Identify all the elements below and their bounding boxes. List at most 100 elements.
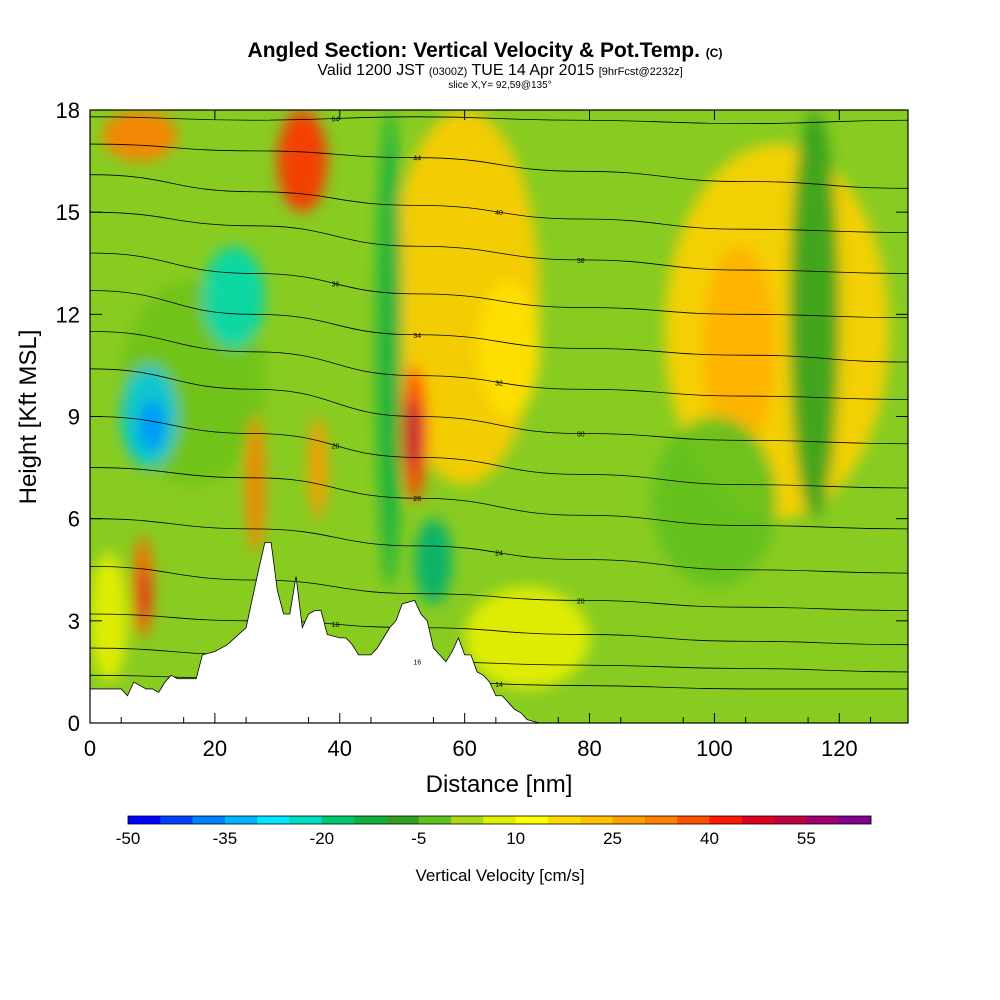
y-tick-label: 18 xyxy=(56,98,80,123)
contour-label: 24 xyxy=(495,551,503,558)
theta-contour xyxy=(90,290,908,363)
velocity-cell xyxy=(277,110,328,213)
colorbar-tick-labels: -50 -35 -20 -5 10 25 40 55 xyxy=(116,829,816,848)
y-tick-label: 6 xyxy=(68,507,80,532)
colorbar-swatch xyxy=(483,816,516,824)
colorbar-swatch xyxy=(418,816,452,824)
colorbar-swatch xyxy=(128,816,161,824)
theta-contour xyxy=(90,613,908,646)
contour-label: 38 xyxy=(577,258,585,265)
contour-label: 28 xyxy=(332,443,340,450)
contour-label: 40 xyxy=(495,210,503,217)
colorbar-tick-label: 10 xyxy=(506,829,525,848)
y-axis-label: Height [Kft MSL] xyxy=(15,330,42,505)
colorbar-swatch xyxy=(838,816,872,824)
colorbar-swatch xyxy=(257,816,290,824)
contour-label: 44 xyxy=(413,156,421,163)
x-axis: 0 20 40 60 80 100 120 xyxy=(84,110,872,761)
x-tick-label: 40 xyxy=(328,736,352,761)
contour-label: 32 xyxy=(495,380,503,387)
y-tick-label: 15 xyxy=(56,200,80,225)
theta-contour xyxy=(90,252,908,319)
contour-label: 26 xyxy=(413,496,421,503)
colorbar-swatch xyxy=(644,816,678,824)
velocity-cell xyxy=(246,416,265,553)
theta-contour xyxy=(90,416,908,489)
y-tick-label: 12 xyxy=(56,302,80,327)
colorbar-swatch xyxy=(224,816,258,824)
velocity-cell xyxy=(789,110,840,519)
x-tick-label: 20 xyxy=(203,736,227,761)
theta-contour xyxy=(90,143,908,189)
theta-contour xyxy=(90,174,908,233)
contour-label: 20 xyxy=(577,598,585,605)
y-tick-label: 3 xyxy=(68,609,80,634)
colorbar-tick-label: -50 xyxy=(116,829,141,848)
velocity-cell xyxy=(202,246,265,349)
x-tick-label: 60 xyxy=(452,736,476,761)
theta-contour xyxy=(90,518,908,574)
velocity-cell xyxy=(102,110,178,162)
velocity-cell xyxy=(651,416,777,587)
velocity-cell xyxy=(308,416,328,519)
contour-label: 30 xyxy=(577,432,585,439)
theta-contour xyxy=(90,368,908,445)
terrain-mask xyxy=(90,542,908,723)
colorbar-swatch xyxy=(547,816,581,824)
colorbar-swatch xyxy=(160,816,193,824)
chart-subtitle: Valid 1200 JST (0300Z) TUE 14 Apr 2015 [… xyxy=(317,62,682,79)
y-tick-label: 9 xyxy=(68,405,80,430)
theta-contour xyxy=(90,116,908,125)
slice-label: slice X,Y= 92,59@135° xyxy=(448,80,551,91)
colorbar-swatch xyxy=(192,816,226,824)
colorbar-tick-label: -20 xyxy=(310,829,335,848)
colorbar-swatch xyxy=(515,816,549,824)
velocity-cell xyxy=(90,552,128,683)
x-tick-label: 0 xyxy=(84,736,96,761)
pot-temp-contours xyxy=(90,116,908,690)
x-tick-label: 120 xyxy=(821,736,858,761)
velocity-cell xyxy=(414,518,453,604)
velocity-cell xyxy=(139,399,165,451)
contour-label: 34 xyxy=(413,333,421,340)
x-tick-label: 80 xyxy=(577,736,601,761)
contour-label: 14 xyxy=(495,682,503,689)
colorbar-swatch xyxy=(321,816,355,824)
theta-contour xyxy=(90,467,908,530)
velocity-cell xyxy=(377,110,403,587)
velocity-cell xyxy=(464,586,590,689)
x-tick-label: 100 xyxy=(696,736,733,761)
colorbar-swatch xyxy=(677,816,710,824)
plot-area xyxy=(90,110,908,723)
colorbar-swatch xyxy=(580,816,613,824)
colorbar-tick-label: 55 xyxy=(797,829,816,848)
colorbar-swatch xyxy=(806,816,839,824)
theta-contour xyxy=(90,330,908,400)
contour-labels: 64 44 40 38 36 34 32 30 28 26 24 20 18 16 14 xyxy=(332,117,585,689)
colorbar-tick-label: 40 xyxy=(700,829,719,848)
contour-label: 36 xyxy=(332,282,340,289)
colorbar-swatch xyxy=(451,816,484,824)
colorbar-tick-label: -35 xyxy=(213,829,238,848)
colorbar-tick-label: -5 xyxy=(411,829,426,848)
colorbar-swatch xyxy=(709,816,743,824)
colorbar-swatch xyxy=(612,816,646,824)
colorbar xyxy=(127,815,872,825)
colorbar-swatch xyxy=(289,816,323,824)
theta-contour xyxy=(90,565,908,612)
colorbar-label: Vertical Velocity [cm/s] xyxy=(415,866,584,885)
velocity-cell xyxy=(701,246,777,451)
vertical-velocity-field xyxy=(90,110,890,689)
colorbar-swatch xyxy=(386,816,420,824)
contour-label: 64 xyxy=(332,117,340,124)
contour-label: 16 xyxy=(413,660,421,667)
colorbar-tick-label: 25 xyxy=(603,829,622,848)
velocity-cell xyxy=(477,280,540,417)
velocity-cell xyxy=(139,569,150,621)
theta-contour xyxy=(90,211,908,274)
x-axis-label: Distance [nm] xyxy=(426,771,573,798)
y-tick-label: 0 xyxy=(68,711,80,736)
colorbar-swatch xyxy=(354,816,387,824)
